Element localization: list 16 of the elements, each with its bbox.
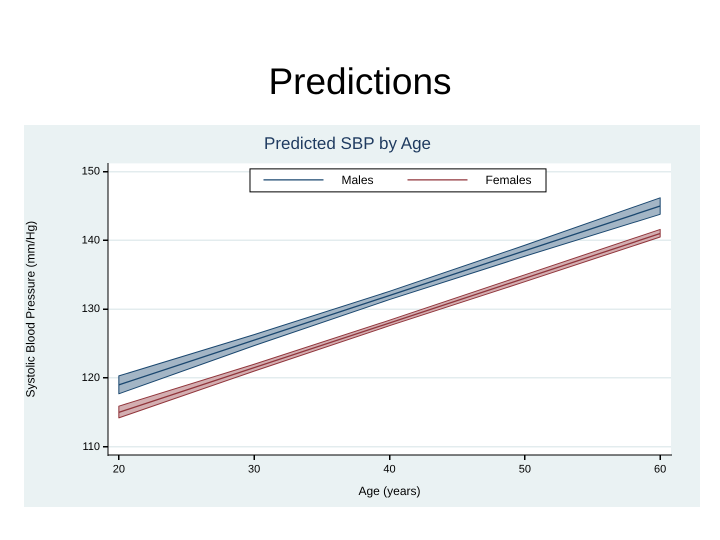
x-tick-label: 30 (248, 464, 260, 476)
y-tick-label: 130 (82, 303, 100, 316)
legend-label: Females (486, 173, 532, 188)
legend-label: Males (341, 173, 374, 188)
x-tick-label: 20 (112, 464, 125, 476)
chart-subtitle: Predicted SBP by Age (264, 134, 431, 153)
y-tick-label: 140 (82, 234, 100, 246)
y-tick-label: 110 (82, 440, 100, 453)
chart-title: Predictions (267, 61, 453, 103)
x-tick-label: 40 (383, 464, 396, 476)
x-tick-label: 50 (518, 464, 531, 476)
y-tick-label: 120 (82, 372, 100, 384)
x-axis-title: Age (years) (358, 484, 421, 498)
x-tick-label: 60 (654, 464, 666, 476)
y-axis-title: Systolic Blood Pressure (mm/Hg) (24, 220, 38, 398)
y-tick-label: 150 (82, 166, 100, 178)
